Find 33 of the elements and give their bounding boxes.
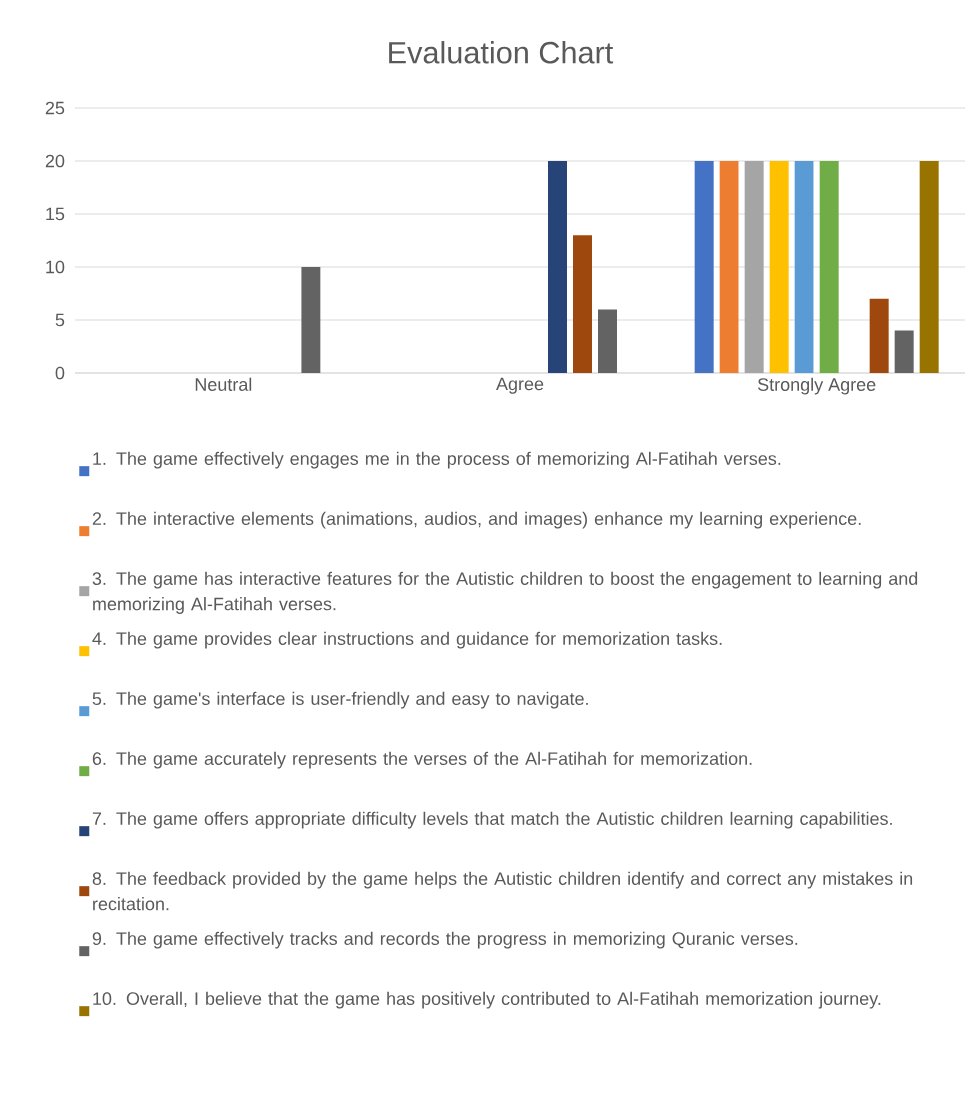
bar: [769, 161, 789, 373]
x-tick-label: Neutral: [195, 377, 252, 391]
chart-title: Evaluation Chart: [389, 41, 614, 64]
bar: [919, 161, 939, 373]
legend-label: 1. The game effectively engages me in the process of memorizing Al-Fatihah verses.: [93, 451, 781, 469]
y-tick-label: 25: [45, 101, 65, 115]
legend-label: 2. The interactive elements (animations, audios, and images) enhance my learning experience.: [92, 511, 861, 529]
bar: [719, 161, 739, 373]
bar: [548, 161, 567, 373]
bar: [573, 235, 592, 373]
bar: [744, 161, 764, 373]
x-tick-label: Agree: [496, 377, 544, 394]
bar: [794, 161, 814, 373]
y-tick-label: 5: [55, 313, 65, 327]
legend-label: 5. The game's interface is user-friendly and easy to navigate.: [92, 691, 588, 709]
y-tick-label: 10: [46, 260, 65, 274]
y-tick-label: 20: [45, 154, 65, 168]
legend-label: 7. The game offers appropriate difficulty levels that match the Autistic children learning capabilities.: [92, 811, 892, 829]
legend-label: 8. The feedback provided by the game helps the Autistic children identify and correct any mistakes in recitation.: [92, 871, 913, 911]
legend-label: 10. Overall, I believe that the game has positively contributed to Al-Fatihah memorization journey.: [93, 991, 881, 1009]
legend-label: 3. The game has interactive features for the Autistic children to boost the engagement to learning and memorizing Al-Fatihah verses.: [92, 571, 918, 614]
bar: [598, 309, 617, 373]
bar: [301, 267, 321, 373]
bar: [869, 298, 889, 373]
y-tick-label: 0: [55, 366, 65, 380]
y-tick-label: 15: [46, 207, 65, 221]
bar: [694, 161, 714, 373]
legend-label: 6. The game accurately represents the verses of the Al-Fatihah for memorization.: [92, 751, 752, 769]
legend-label: 9. The game effectively tracks and records the progress in memorizing Quranic verses.: [92, 931, 798, 949]
bar: [894, 330, 914, 373]
legend-label: 4. The game provides clear instructions and guidance for memorization tasks.: [92, 631, 722, 649]
bar: [819, 161, 839, 373]
x-tick-label: Strongly Agree: [757, 377, 876, 395]
